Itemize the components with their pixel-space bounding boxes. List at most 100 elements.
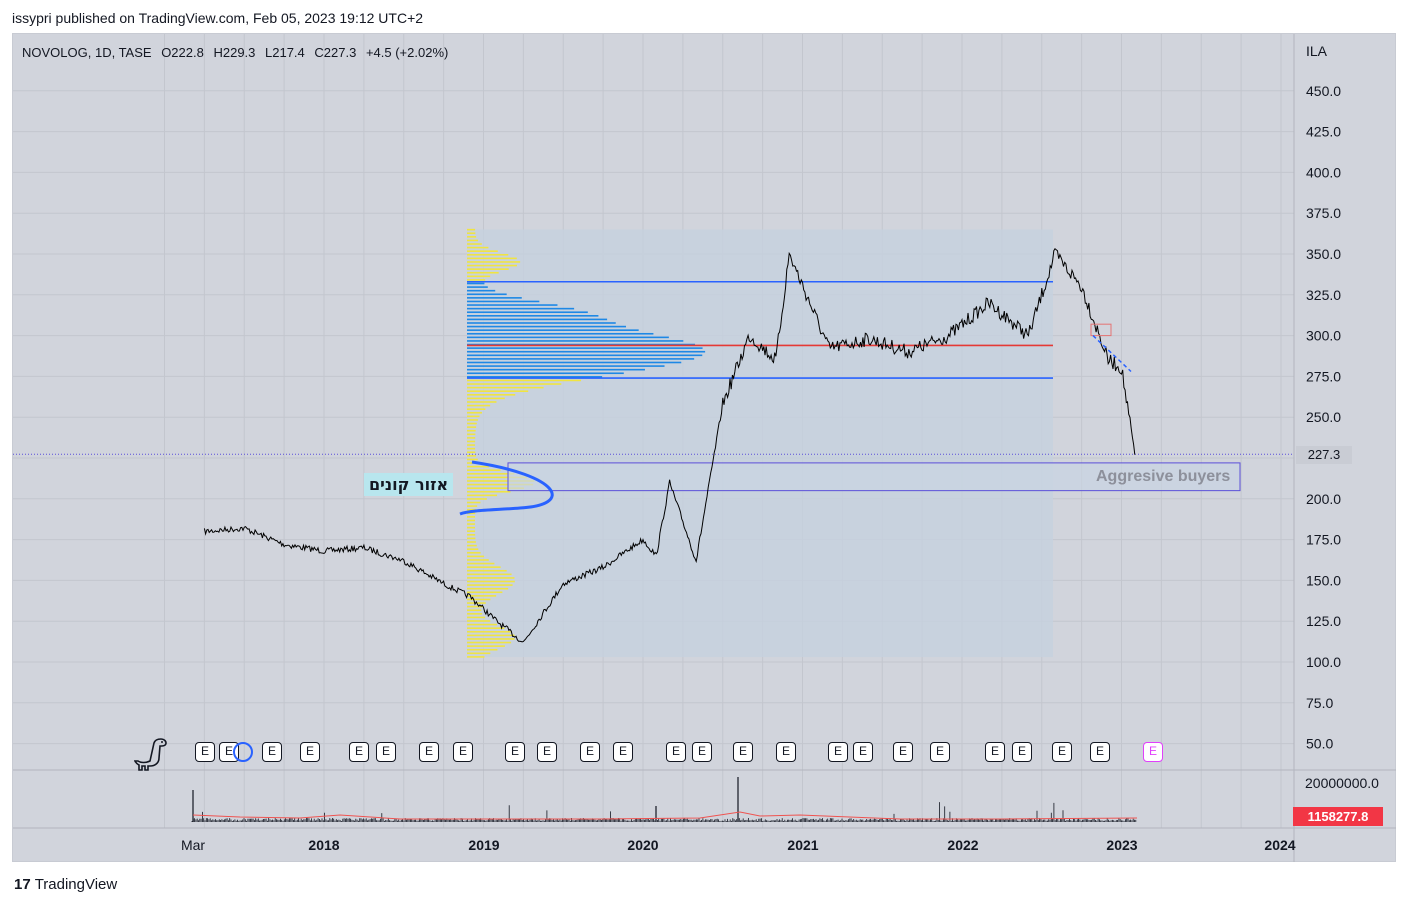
currency-label[interactable]: ILA — [1306, 43, 1328, 59]
profile-bar — [467, 329, 639, 331]
profile-bar — [467, 411, 482, 414]
trend-dash-line — [1092, 335, 1132, 373]
profile-bar — [467, 340, 684, 342]
profile-bar — [467, 534, 476, 536]
profile-bar — [467, 526, 476, 529]
profile-bar — [467, 566, 501, 568]
profile-bar — [467, 455, 477, 457]
earnings-marker[interactable]: E — [537, 742, 557, 762]
profile-bar — [467, 408, 486, 410]
profile-bar — [467, 584, 513, 586]
profile-bar — [467, 268, 509, 270]
earnings-marker[interactable]: E — [666, 742, 686, 762]
earnings-marker[interactable]: E — [195, 742, 215, 762]
earnings-marker[interactable]: E — [828, 742, 848, 762]
profile-bar — [467, 426, 477, 428]
earnings-marker[interactable]: E — [580, 742, 600, 762]
earnings-marker[interactable]: E — [985, 742, 1005, 762]
profile-bar — [467, 437, 476, 439]
profile-bar — [467, 630, 511, 633]
price-tick-label: 300.0 — [1306, 328, 1341, 344]
profile-bar — [467, 641, 512, 644]
profile-bar — [467, 490, 511, 493]
earnings-marker[interactable]: E — [419, 742, 439, 762]
profile-bar — [467, 530, 476, 533]
profile-bar — [467, 620, 491, 622]
symbol-label[interactable]: NOVOLOG, 1D, TASE — [22, 45, 152, 60]
future-earnings-marker[interactable]: E — [1143, 742, 1163, 762]
price-tick-label: 50.0 — [1306, 736, 1333, 752]
current-volume-tag: 1158277.8 — [1293, 807, 1383, 826]
profile-bar — [467, 573, 512, 576]
earnings-marker[interactable]: E — [776, 742, 796, 762]
earnings-marker[interactable]: E — [505, 742, 525, 762]
profile-bar — [467, 555, 485, 558]
current-price-tag: 227.3 — [1296, 446, 1352, 464]
profile-bar — [467, 275, 491, 278]
earnings-marker[interactable]: E — [893, 742, 913, 762]
tradingview-logo-icon: 17 — [14, 876, 31, 893]
earnings-ring-icon[interactable] — [233, 742, 253, 762]
profile-bar — [467, 261, 521, 263]
price-tick-label: 100.0 — [1306, 654, 1341, 670]
profile-bar — [467, 577, 515, 579]
profile-bar — [467, 390, 529, 393]
profile-bar — [467, 616, 486, 619]
volume-bars — [191, 802, 1137, 822]
price-tick-label: 325.0 — [1306, 287, 1341, 303]
profile-bar — [467, 544, 477, 547]
profile-bar — [467, 318, 608, 321]
profile-bar — [467, 569, 507, 572]
profile-bar — [467, 347, 703, 349]
profile-bar — [467, 232, 476, 235]
profile-bar — [467, 239, 478, 242]
earnings-marker[interactable]: E — [930, 742, 950, 762]
buyers-zone-label[interactable]: אזור קונים — [364, 473, 454, 496]
time-tick-label: Mar — [181, 837, 205, 853]
earnings-marker[interactable]: E — [349, 742, 369, 762]
profile-bar — [467, 591, 503, 594]
earnings-marker[interactable]: E — [853, 742, 873, 762]
profile-bar — [467, 440, 476, 443]
profile-bar — [467, 465, 490, 468]
price-tick-label: 350.0 — [1306, 246, 1341, 262]
earnings-marker[interactable]: E — [1012, 742, 1032, 762]
low-value: L217.4 — [265, 45, 305, 60]
time-tick-label: 2018 — [308, 837, 339, 853]
earnings-marker[interactable]: E — [733, 742, 753, 762]
earnings-marker[interactable]: E — [453, 742, 473, 762]
dinosaur-icon[interactable] — [134, 736, 170, 772]
earnings-marker[interactable]: E — [300, 742, 320, 762]
profile-bar — [467, 447, 476, 450]
earnings-marker[interactable]: E — [613, 742, 633, 762]
earnings-marker[interactable]: E — [1090, 742, 1110, 762]
profile-bar — [467, 264, 517, 267]
profile-bar — [467, 253, 509, 256]
profile-bar — [467, 358, 695, 360]
profile-bar — [467, 516, 476, 518]
price-tick-label: 450.0 — [1306, 83, 1341, 99]
profile-bar — [467, 605, 483, 608]
profile-bar — [467, 613, 483, 615]
profile-bar — [467, 271, 499, 274]
high-value: H229.3 — [213, 45, 256, 60]
profile-bar — [467, 293, 507, 296]
profile-bar — [467, 458, 478, 461]
profile-bar — [467, 315, 599, 317]
profile-bar — [467, 508, 476, 511]
profile-bar — [467, 519, 476, 522]
earnings-marker[interactable]: E — [376, 742, 396, 762]
footer-brand[interactable]: 17 TradingView — [14, 876, 117, 893]
earnings-marker[interactable]: E — [692, 742, 712, 762]
price-tick-label: 200.0 — [1306, 491, 1341, 507]
aggressive-buyers-label[interactable]: Aggresive buyers — [1096, 468, 1231, 485]
profile-bar — [467, 494, 498, 497]
profile-bar — [467, 472, 515, 475]
price-tick-label: 275.0 — [1306, 368, 1341, 384]
profile-bar — [467, 523, 476, 525]
earnings-marker[interactable]: E — [1052, 742, 1072, 762]
earnings-marker[interactable]: E — [262, 742, 282, 762]
price-tick-label: 125.0 — [1306, 613, 1341, 629]
profile-bar — [467, 386, 544, 389]
